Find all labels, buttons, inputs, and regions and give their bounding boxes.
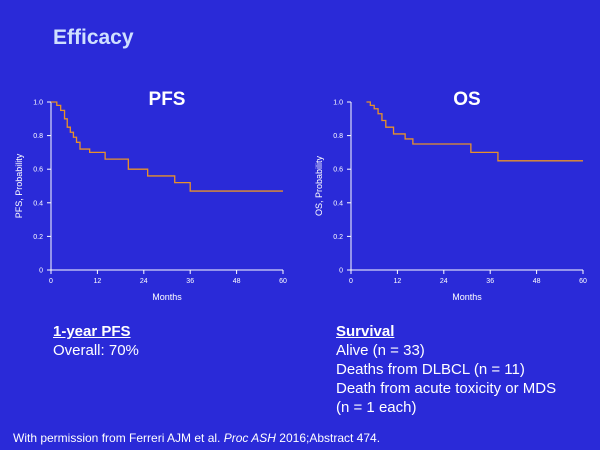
pfs-x-tick-label: 12 <box>94 278 102 285</box>
os-x-tick-label: 0 <box>349 278 353 285</box>
pfs-x-tick-label: 60 <box>279 278 287 285</box>
os-summary: Survival Alive (n = 33) Deaths from DLBC… <box>336 322 596 417</box>
pfs-y-tick-label: 1.0 <box>33 100 43 107</box>
slide-title: Efficacy <box>53 26 134 49</box>
pfs-y-tick-label: 0.2 <box>33 234 43 241</box>
os-survival-curve <box>366 101 583 162</box>
os-chart: OS 0 0.2 0.4 0.6 0.8 1.0 0 12 24 36 48 60 Months OS, P… <box>314 89 587 302</box>
citation-prefix: With permission from Ferreri AJM et al. <box>13 431 224 445</box>
os-y-tick-label: 0.2 <box>333 234 343 241</box>
os-summary-line: Alive (n = 33) <box>336 342 425 359</box>
pfs-chart-title: PFS <box>149 89 186 110</box>
os-summary-line: Death from acute toxicity or MDS <box>336 380 557 397</box>
pfs-survival-curve <box>51 101 283 192</box>
pfs-summary-heading: 1-year PFS <box>53 323 131 340</box>
pfs-summary: 1-year PFS Overall: 70% <box>53 322 139 360</box>
os-y-tick-label: 1.0 <box>333 100 343 107</box>
os-y-tick-label: 0.6 <box>333 167 343 174</box>
pfs-chart: PFS 0 0.2 0.4 0.6 0.8 1.0 0 12 24 36 48 60 Months PFS,… <box>14 89 287 302</box>
pfs-y-tick-label: 0.8 <box>33 133 43 140</box>
os-summary-line: (n = 1 each) <box>336 399 417 416</box>
pfs-x-tick-label: 48 <box>233 278 241 285</box>
os-summary-heading: Survival <box>336 323 395 340</box>
pfs-x-tick-label: 0 <box>49 278 53 285</box>
citation-journal: Proc ASH <box>223 431 276 445</box>
os-chart-title: OS <box>453 89 480 110</box>
os-y-axis-label: OS, Probability <box>314 155 324 216</box>
os-x-axis-label: Months <box>452 292 482 302</box>
pfs-y-tick-label: 0.4 <box>33 200 43 207</box>
pfs-y-tick-label: 0.6 <box>33 167 43 174</box>
pfs-x-axis-label: Months <box>152 292 182 302</box>
os-x-tick-label: 48 <box>533 278 541 285</box>
pfs-x-tick-label: 36 <box>186 278 194 285</box>
os-x-tick-label: 36 <box>486 278 494 285</box>
os-summary-line: Deaths from DLBCL (n = 11) <box>336 361 525 378</box>
citation-footer: With permission from Ferreri AJM et al. … <box>13 431 380 445</box>
os-x-tick-label: 12 <box>394 278 402 285</box>
citation-suffix: 2016;Abstract 474. <box>275 431 381 445</box>
pfs-summary-line: Overall: 70% <box>53 342 139 359</box>
os-x-tick-label: 24 <box>440 278 448 285</box>
pfs-y-tick-label: 0 <box>39 268 43 275</box>
os-y-tick-label: 0.8 <box>333 133 343 140</box>
pfs-y-axis-label: PFS, Probability <box>14 153 24 218</box>
os-x-tick-label: 60 <box>579 278 587 285</box>
pfs-x-tick-label: 24 <box>140 278 148 285</box>
os-y-tick-label: 0.4 <box>333 200 343 207</box>
os-y-tick-label: 0 <box>339 268 343 275</box>
